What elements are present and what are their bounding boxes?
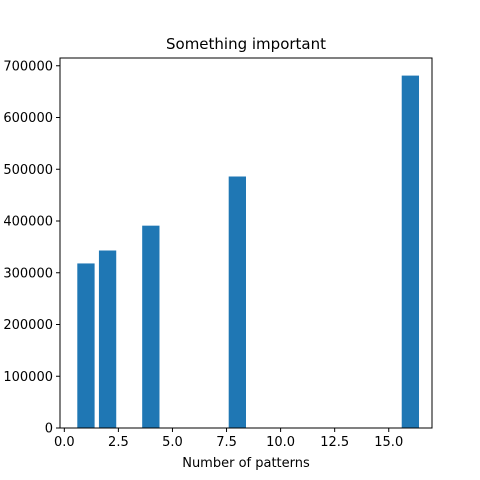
y-tick-label: 200000 <box>3 318 53 333</box>
bar <box>142 225 160 428</box>
y-tick-label: 0 <box>45 422 53 437</box>
y-tick-label: 400000 <box>3 215 53 230</box>
x-tick-label: 2.5 <box>108 435 129 450</box>
bar <box>77 263 95 428</box>
bar <box>401 75 420 428</box>
x-tick-label: 5.0 <box>162 435 183 450</box>
x-axis-label: Number of patterns <box>182 456 310 471</box>
bars-group <box>77 75 420 428</box>
chart-title: Something important <box>166 35 326 53</box>
y-tick-label: 300000 <box>3 266 53 281</box>
axes-group: 0.0 2.5 5.0 7.5 10.0 12.5 15.0 0 100000 200000 300… <box>3 57 433 450</box>
bar <box>98 250 117 428</box>
x-tick-label: 15.0 <box>374 435 403 450</box>
bar <box>228 176 246 428</box>
y-tick-label: 100000 <box>3 370 53 385</box>
y-tick-label: 700000 <box>3 59 53 74</box>
y-tick-label: 500000 <box>3 163 53 178</box>
x-tick-label: 10.0 <box>266 435 295 450</box>
x-tick-label: 12.5 <box>320 435 349 450</box>
x-tick-label: 0.0 <box>54 435 75 450</box>
y-tick-label: 600000 <box>3 111 53 126</box>
x-tick-label: 7.5 <box>216 435 237 450</box>
plot-frame <box>59 57 433 429</box>
